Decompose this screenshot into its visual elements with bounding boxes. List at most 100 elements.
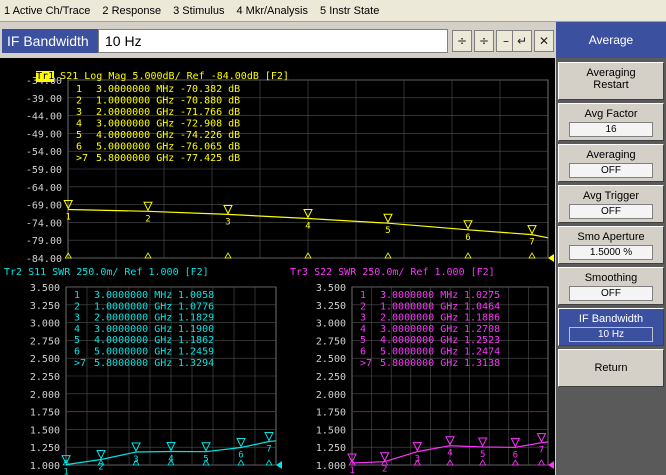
menu-active-ch-trace[interactable]: 1 Active Ch/Trace (4, 4, 91, 17)
tr2-trace-line (66, 440, 277, 466)
stimulus-tick (132, 459, 140, 466)
y-tick-label: 2.250 (30, 372, 60, 383)
marker-number: 4 (76, 119, 82, 130)
tr3-trace-line (352, 441, 549, 464)
marker-frequency: 2.0000000 GHz (96, 107, 174, 118)
marker-triangle (96, 449, 106, 460)
stimulus-tick (62, 459, 70, 466)
marker-triangle (510, 437, 521, 448)
menu-bar: 1 Active Ch/Trace 2 Response 3 Stimulus … (0, 0, 666, 22)
menu-stimulus[interactable]: 3 Stimulus (173, 4, 225, 17)
marker-label: 6 (513, 450, 518, 460)
marker-number: 1 (76, 84, 82, 95)
marker-triangle (445, 436, 455, 446)
marker-frequency: 3.0000000 MHz (380, 290, 458, 301)
trace-plots: -34.00-39.00-44.00-49.00-54.00-59.00-64.… (26, 76, 554, 475)
softkey-label: Averaging (586, 149, 636, 161)
marker-label: 7 (529, 238, 534, 248)
spin-up-down-icon[interactable]: ÷ (452, 30, 472, 52)
marker-frequency: 4.0000000 GHz (96, 130, 174, 141)
marker-triangle (264, 432, 274, 442)
y-tick-label: 1.500 (30, 425, 60, 436)
marker-label: 4 (447, 449, 452, 459)
softkey-panel: Average Averaging Restart Avg Factor 16 … (556, 22, 666, 475)
tr2-grid (65, 286, 277, 466)
menu-instr-state[interactable]: 5 Instr State (320, 4, 380, 17)
reference-arrow (548, 461, 554, 469)
marker-frequency: 1.0000000 GHz (94, 301, 172, 312)
marker-number: 1 (360, 290, 366, 301)
enter-icon[interactable]: ↵ (512, 30, 532, 52)
tr2-title[interactable]: Tr2 S11 SWR 250.0m/ Ref 1.000 [F2] (4, 267, 209, 278)
marker-label: 4 (305, 222, 310, 232)
avg-factor-value: 16 (569, 122, 653, 137)
stimulus-tick (528, 252, 536, 259)
smo-aperture-value: 1.5000 % (569, 245, 653, 260)
marker-label: 2 (98, 462, 103, 472)
marker-triangle (347, 453, 357, 464)
avg-trigger-button[interactable]: Avg Trigger OFF (558, 185, 664, 223)
softkey-label: Return (594, 362, 628, 374)
marker-value: 1.3294 (178, 358, 214, 369)
marker-triangle (536, 433, 547, 443)
marker-label: 3 (225, 217, 230, 227)
stimulus-tick (304, 252, 312, 259)
marker-number: 2 (74, 301, 80, 312)
close-icon[interactable]: ✕ (534, 30, 554, 52)
softkey-label: Smo Aperture (577, 231, 645, 243)
marker-label: 1 (349, 466, 354, 475)
marker-triangle (223, 204, 233, 215)
softkey-header: Average (556, 22, 666, 58)
averaging-restart-button[interactable]: Averaging Restart (558, 62, 664, 100)
marker-frequency: 3.0000000 GHz (380, 324, 458, 335)
marker-label: 5 (385, 226, 390, 236)
y-tick-label: -64.00 (26, 183, 62, 194)
marker-label: 7 (539, 446, 544, 456)
marker-value: -70.382 dB (180, 84, 240, 95)
y-tick-label: -74.00 (26, 218, 62, 229)
marker-label: 5 (480, 450, 485, 460)
averaging-toggle-button[interactable]: Averaging OFF (558, 144, 664, 182)
y-tick-label: 1.250 (30, 443, 60, 454)
avg-factor-button[interactable]: Avg Factor 16 (558, 103, 664, 141)
marker-number: 2 (360, 301, 366, 312)
marker-number: 3 (74, 313, 80, 324)
y-tick-label: -39.00 (26, 94, 62, 105)
smo-aperture-button[interactable]: Smo Aperture 1.5000 % (558, 226, 664, 264)
tr3-marker-table: 1 3.0000000 MHz 1.0275 2 1.0000000 GHz 1.0464… (360, 290, 500, 369)
menu-response[interactable]: 2 Response (102, 4, 162, 17)
marker-label: 6 (465, 233, 470, 243)
menu-mkr-analysis[interactable]: 4 Mkr/Analysis (236, 4, 309, 17)
marker-number: 6 (76, 142, 82, 153)
tr2-y-ticks: 3.500 3.250 3.000 2.750 2.500 2.250 2.000 1.750… (30, 283, 60, 472)
tr1-panel: -34.00-39.00-44.00-49.00-54.00-59.00-64.… (26, 76, 554, 265)
y-tick-label: -69.00 (26, 201, 62, 212)
marker-value: 1.1900 (178, 324, 214, 335)
marker-triangle (63, 200, 74, 210)
stimulus-tick (167, 459, 175, 466)
marker-frequency: 4.0000000 GHz (380, 335, 458, 346)
marker-number: 5 (76, 130, 82, 141)
stimulus-tick (446, 459, 454, 466)
softkey-label: Averaging (586, 67, 636, 79)
stimulus-tick (537, 459, 546, 466)
tr2-marker-table: 1 3.0000000 MHz 1.0058 2 1.0000000 GHz 1.0776… (74, 290, 214, 369)
smoothing-button[interactable]: Smoothing OFF (558, 267, 664, 305)
tr3-title[interactable]: Tr3 S22 SWR 250.0m/ Ref 1.000 [F2] (290, 267, 495, 278)
marker-number: 4 (360, 324, 366, 335)
if-bandwidth-input[interactable]: 10 Hz (98, 29, 448, 53)
marker-frequency: 2.0000000 GHz (94, 313, 172, 324)
step-icon[interactable]: ÷ (474, 30, 494, 52)
tr1-badge[interactable]: Tr1 (36, 71, 55, 82)
y-tick-label: 2.000 (316, 390, 346, 401)
if-bandwidth-button[interactable]: IF Bandwidth 10 Hz (558, 308, 664, 346)
marker-label: 2 (145, 214, 150, 224)
tr1-trace-line (68, 208, 549, 239)
return-button[interactable]: Return (558, 349, 664, 387)
softkey-label: Avg Trigger (582, 190, 640, 202)
y-tick-label: 2.500 (30, 354, 60, 365)
tr1-title[interactable]: Tr1 S21 Log Mag 5.000dB/ Ref -84.00dB [F… (12, 60, 289, 93)
marker-label: 7 (266, 445, 271, 455)
marker-frequency: 3.0000000 GHz (96, 119, 174, 130)
softkey-label: Smoothing (584, 272, 638, 284)
